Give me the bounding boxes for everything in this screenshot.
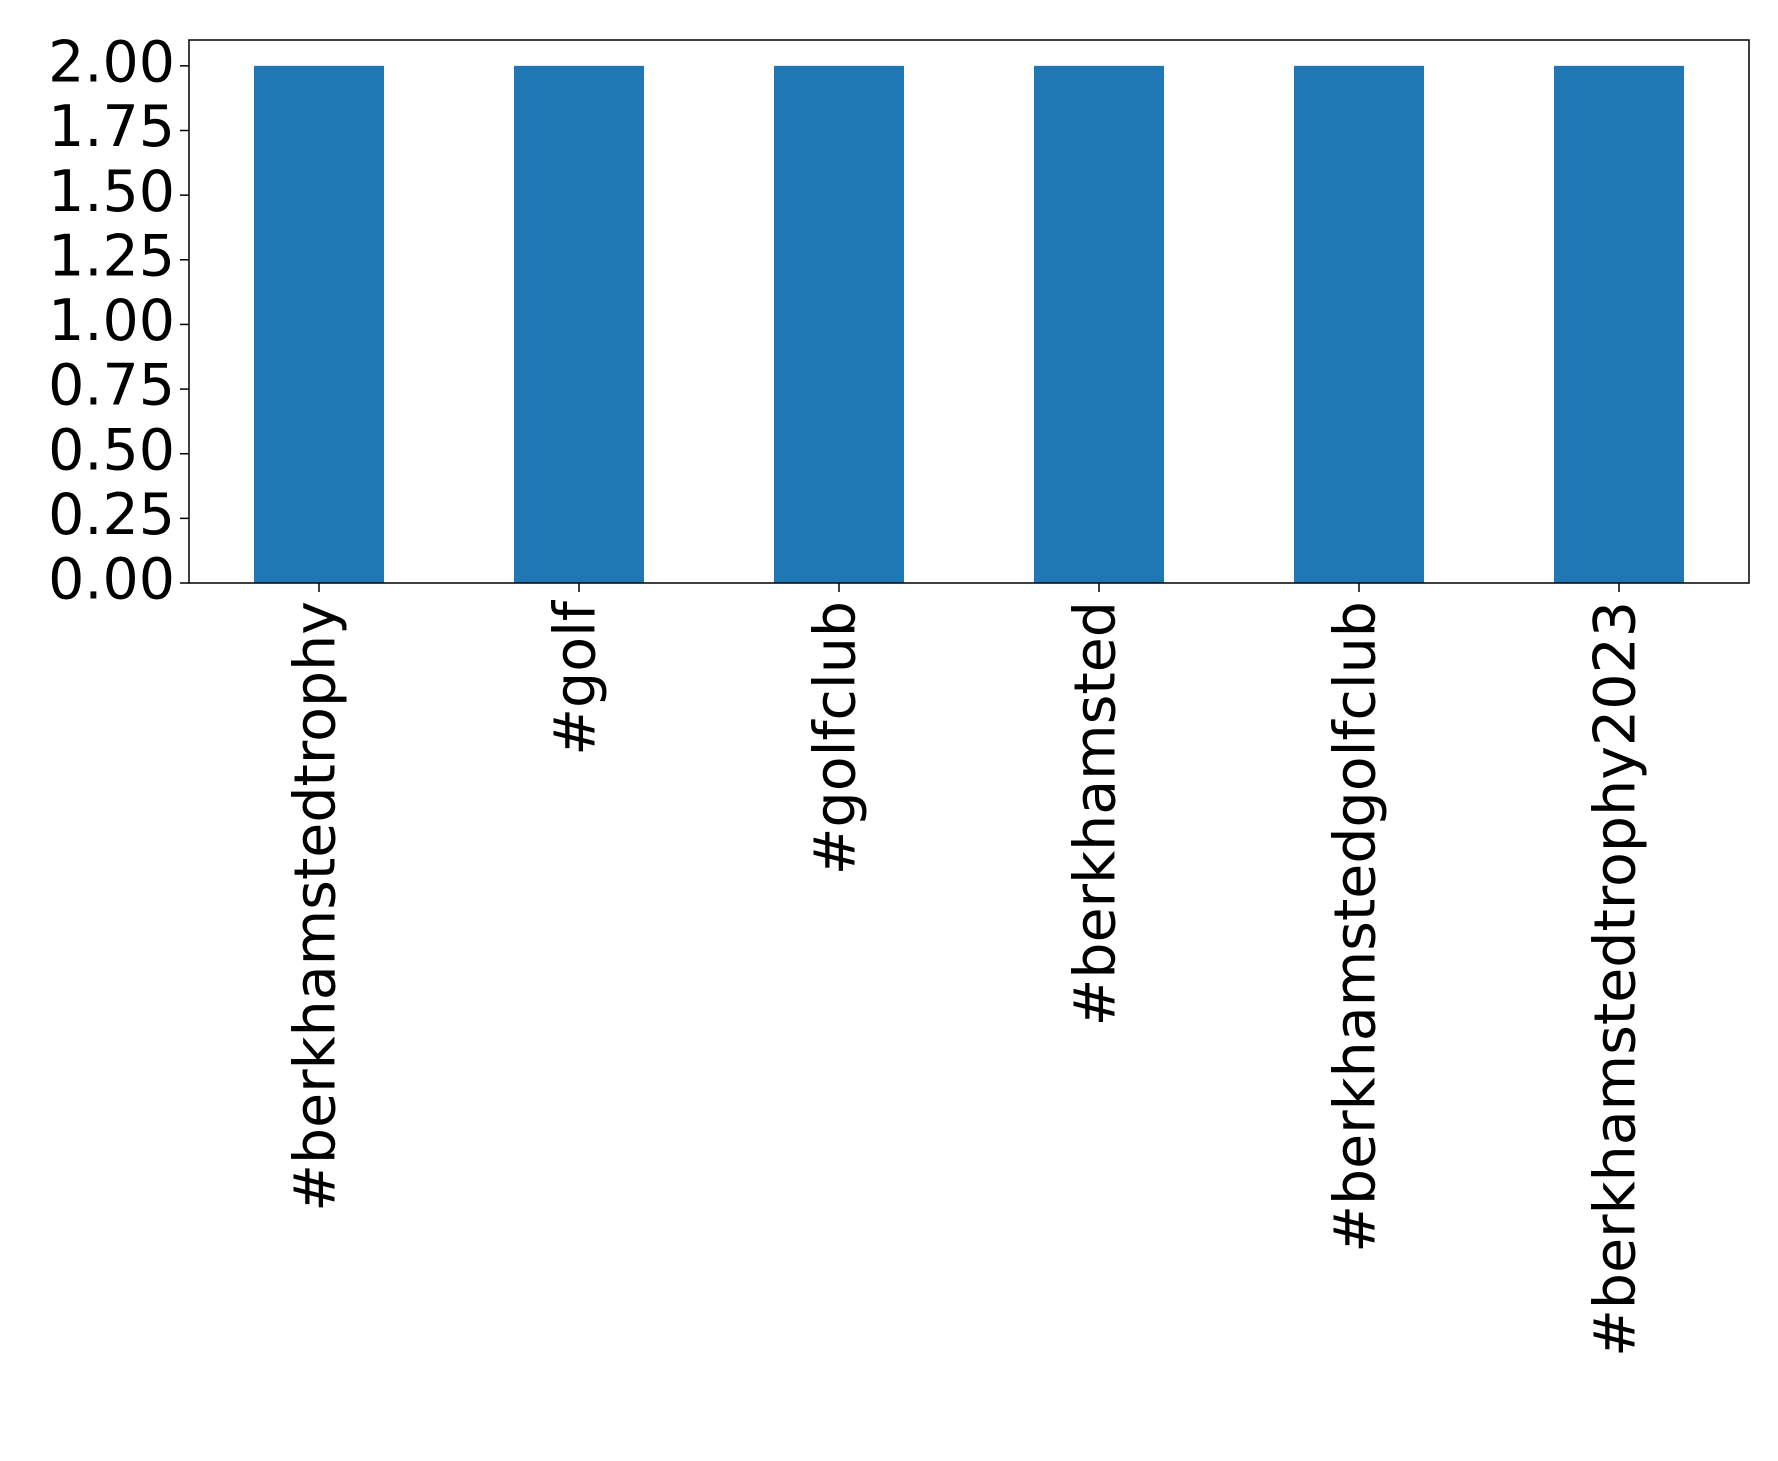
plot-frame	[188, 39, 1750, 584]
y-tick-label: 1.25	[48, 223, 175, 289]
y-tick-label: 0.00	[48, 547, 175, 613]
bar	[514, 65, 644, 584]
x-tick-label: #berkhamstedgolfclub	[1323, 601, 1389, 1253]
y-tick-label: 1.00	[48, 288, 175, 354]
y-tick-label: 0.50	[48, 417, 175, 483]
x-tick-label: #berkhamstedtrophy2023	[1583, 601, 1649, 1357]
y-tick-label: 1.75	[48, 94, 175, 160]
x-tick-label: #golfclub	[803, 601, 869, 875]
x-tick-label: #berkhamstedtrophy	[283, 601, 349, 1212]
bar	[1554, 65, 1684, 584]
y-tick-label: 2.00	[48, 29, 175, 95]
bar	[1294, 65, 1424, 584]
x-tick-label: #berkhamsted	[1063, 601, 1129, 1026]
y-tick-label: 0.75	[48, 353, 175, 419]
bar	[1034, 65, 1164, 584]
y-tick-label: 1.50	[48, 159, 175, 225]
bar	[254, 65, 384, 584]
bar	[774, 65, 904, 584]
x-tick-label: #golf	[543, 599, 609, 756]
y-tick-label: 0.25	[48, 482, 175, 548]
